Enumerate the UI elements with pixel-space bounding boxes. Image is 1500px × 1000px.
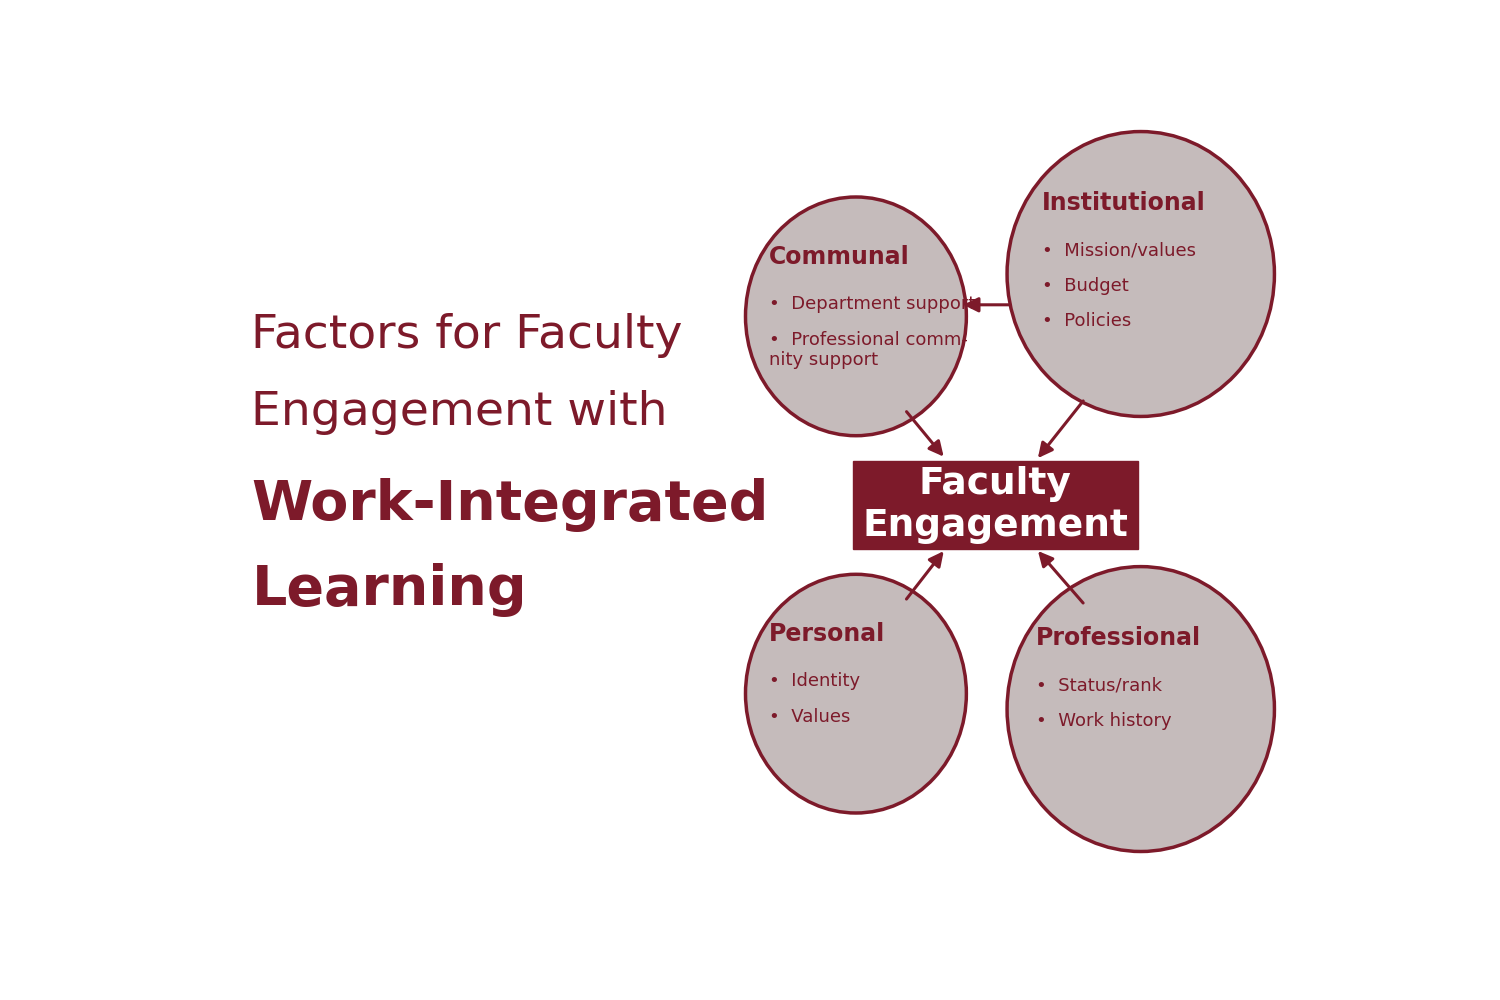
FancyBboxPatch shape: [853, 461, 1138, 549]
Text: •  Status/rank: • Status/rank: [1036, 676, 1162, 694]
Text: Learning: Learning: [252, 563, 526, 617]
Text: •  Mission/values: • Mission/values: [1042, 241, 1196, 259]
Text: Work-Integrated: Work-Integrated: [252, 478, 770, 532]
Text: •  Identity: • Identity: [768, 672, 859, 690]
Ellipse shape: [1007, 567, 1275, 852]
Text: •  Budget: • Budget: [1042, 277, 1128, 295]
Text: •  Work history: • Work history: [1036, 712, 1172, 730]
Text: Factors for Faculty: Factors for Faculty: [252, 313, 683, 358]
Text: Personal: Personal: [768, 622, 885, 646]
Text: •  Professional comm-
nity support: • Professional comm- nity support: [768, 331, 968, 369]
Text: •  Policies: • Policies: [1042, 312, 1131, 330]
Text: Faculty
Engagement: Faculty Engagement: [862, 466, 1128, 544]
Text: Engagement with: Engagement with: [252, 390, 668, 435]
Ellipse shape: [1007, 132, 1275, 416]
Text: •  Values: • Values: [768, 708, 850, 726]
Ellipse shape: [746, 574, 966, 813]
Ellipse shape: [746, 197, 966, 436]
Text: Institutional: Institutional: [1042, 191, 1206, 215]
Text: Professional: Professional: [1036, 626, 1202, 650]
Text: •  Department support: • Department support: [768, 295, 975, 313]
Text: Communal: Communal: [768, 245, 909, 269]
